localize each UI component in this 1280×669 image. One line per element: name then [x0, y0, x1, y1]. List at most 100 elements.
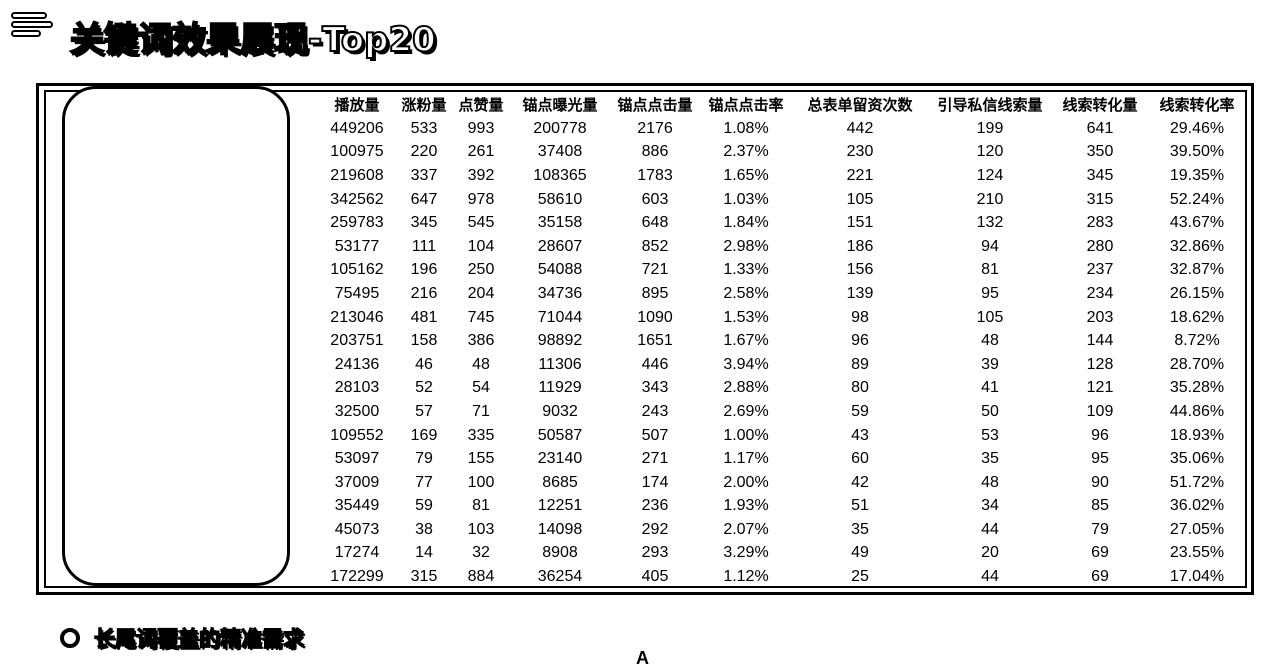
table-cell: 34736: [537, 284, 583, 302]
table-row: 109552 169 335 50587 507 1.00% 43 53 96 18.93%: [318, 424, 1246, 448]
table-cell: 43.67%: [1169, 214, 1225, 232]
table-cell: 442: [846, 119, 874, 137]
table-cell: 259783: [330, 214, 384, 232]
table-cell: 271: [641, 450, 669, 468]
table-cell: 2.00%: [723, 473, 769, 491]
table-cell: 35.06%: [1169, 450, 1225, 468]
table-cell: 2.37%: [723, 143, 769, 161]
table-cell: 95: [981, 284, 999, 302]
table-cell: 121: [1086, 379, 1114, 397]
table-cell: 44: [981, 520, 999, 538]
table-cell: 1.53%: [723, 308, 769, 326]
table-cell: 54088: [537, 261, 583, 279]
table-cell: 293: [641, 544, 669, 562]
table-cell: 79: [415, 450, 433, 468]
table-cell: 139: [846, 284, 874, 302]
table-cell: 58610: [537, 190, 583, 208]
table-cell: 52.24%: [1169, 190, 1225, 208]
table-cell: 343: [641, 379, 669, 397]
table-cell: 35: [851, 520, 869, 538]
table-cell: 109552: [330, 426, 384, 444]
table-cell: 243: [641, 402, 669, 420]
table-cell: 2176: [637, 119, 673, 137]
table-cell: 292: [641, 520, 669, 538]
column-header: 点赞量: [458, 97, 504, 114]
table-cell: 1783: [637, 166, 673, 184]
table-cell: 52: [415, 379, 433, 397]
table-cell: 236: [641, 497, 669, 515]
table-cell: 23.55%: [1169, 544, 1225, 562]
table-cell: 213046: [330, 308, 384, 326]
table-cell: 79: [1091, 520, 1109, 538]
table-cell: 100: [467, 473, 495, 491]
table-cell: 210: [976, 190, 1004, 208]
table-cell: 345: [410, 214, 438, 232]
table-cell: 90: [1091, 473, 1109, 491]
table-cell: 44: [981, 568, 999, 586]
table-row: 24136 46 48 11306 446 3.94% 89 39 128 28.70%: [318, 353, 1246, 377]
table-cell: 647: [410, 190, 438, 208]
table-row: 53097 79 155 23140 271 1.17% 60 35 95 35.06%: [318, 447, 1246, 471]
table-cell: 250: [467, 261, 495, 279]
table-cell: 44.86%: [1169, 402, 1225, 420]
table-cell: 124: [976, 166, 1004, 184]
table-cell: 11929: [538, 379, 582, 397]
column-header: 引导私信线索量: [937, 97, 1043, 114]
table-cell: 1.03%: [723, 190, 769, 208]
table-cell: 120: [976, 143, 1004, 161]
table-cell: 105162: [330, 261, 384, 279]
table-cell: 132: [976, 214, 1004, 232]
table-cell: 203: [1086, 308, 1114, 326]
table-cell: 155: [467, 450, 495, 468]
table-cell: 993: [467, 119, 495, 137]
page-title: 关键词效果展现-Top20: [69, 19, 437, 61]
table-cell: 1.12%: [723, 568, 769, 586]
table-cell: 203751: [330, 332, 384, 350]
circle-bullet-icon: [60, 628, 80, 648]
table-row: 37009 77 100 8685 174 2.00% 42 48 90 51.72%: [318, 471, 1246, 495]
table-cell: 38: [415, 520, 433, 538]
table-cell: 315: [410, 568, 438, 586]
table-cell: 507: [641, 426, 669, 444]
table-body: 449206 533 993 200778 2176 1.08% 442 199 641 29.4…: [318, 117, 1246, 589]
table-cell: 34: [981, 497, 999, 515]
table-cell: 335: [467, 426, 495, 444]
table-cell: 315: [1086, 190, 1114, 208]
table-cell: 648: [641, 214, 669, 232]
table-cell: 11306: [538, 355, 582, 373]
table-cell: 280: [1086, 237, 1114, 255]
table-cell: 50: [981, 402, 999, 420]
menu-lines-icon[interactable]: [10, 10, 54, 40]
table-cell: 98: [851, 308, 869, 326]
table-cell: 54: [472, 379, 490, 397]
table-cell: 94: [981, 237, 999, 255]
table-cell: 342562: [330, 190, 384, 208]
table-cell: 53: [981, 426, 999, 444]
table-cell: 48: [472, 355, 490, 373]
table-cell: 533: [410, 119, 438, 137]
table-cell: 386: [467, 332, 495, 350]
table-cell: 721: [641, 261, 669, 279]
table-cell: 105: [846, 190, 874, 208]
table-row: 75495 216 204 34736 895 2.58% 139 95 234 26.15%: [318, 282, 1246, 306]
table-cell: 81: [981, 261, 999, 279]
table-cell: 32: [472, 544, 490, 562]
table-cell: 895: [641, 284, 669, 302]
table-cell: 39.50%: [1169, 143, 1225, 161]
table-row: 45073 38 103 14098 292 2.07% 35 44 79 27.05%: [318, 518, 1246, 542]
table-cell: 42: [851, 473, 869, 491]
table-cell: 18.93%: [1169, 426, 1225, 444]
table-cell: 186: [846, 237, 874, 255]
table-cell: 283: [1086, 214, 1114, 232]
column-header: 锚点曝光量: [522, 97, 598, 114]
table-cell: 12251: [537, 497, 583, 515]
table-cell: 77: [415, 473, 433, 491]
table-cell: 221: [846, 166, 874, 184]
table-cell: 17274: [334, 544, 380, 562]
stray-glyph: A: [636, 648, 649, 668]
table-cell: 51.72%: [1169, 473, 1225, 491]
table-cell: 75495: [334, 284, 380, 302]
table-cell: 41: [981, 379, 999, 397]
table-cell: 36254: [537, 568, 583, 586]
table-cell: 20: [981, 544, 999, 562]
